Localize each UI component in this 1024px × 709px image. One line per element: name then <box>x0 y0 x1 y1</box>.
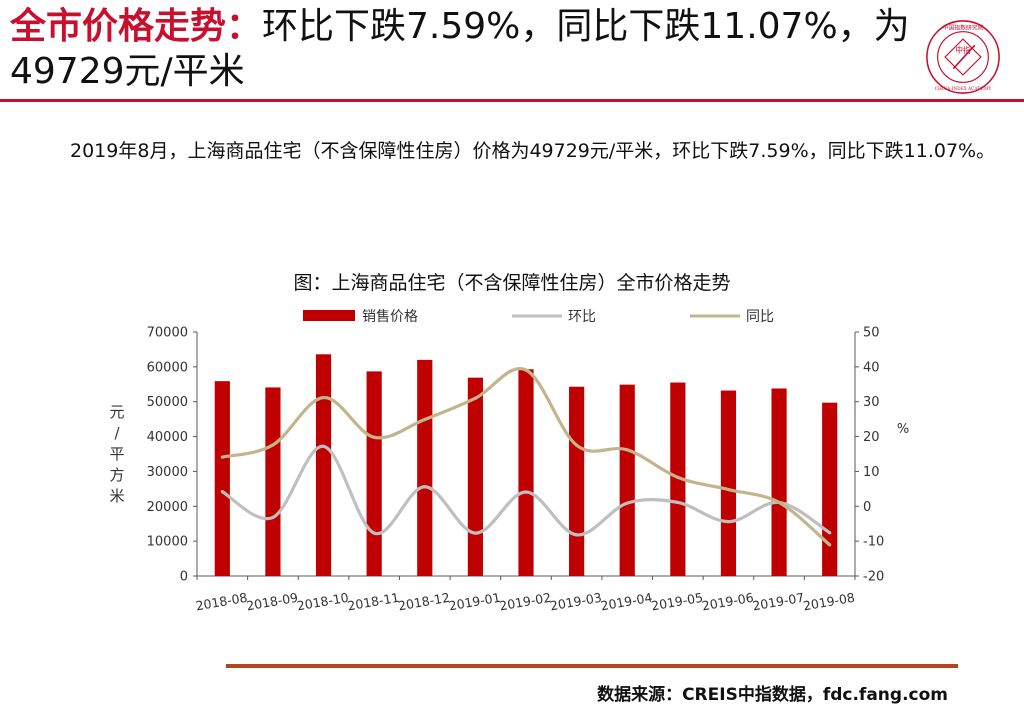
x-tick-label: 2018-12 <box>397 590 451 614</box>
x-tick-label: 2019-03 <box>549 590 603 614</box>
x-tick-label: 2019-04 <box>599 590 653 614</box>
x-tick-label: 2019-07 <box>751 590 805 614</box>
price-bar <box>315 354 332 576</box>
chart-title: 图：上海商品住宅（不含保障性住房）全市价格走势 <box>293 272 731 294</box>
price-bar <box>518 369 534 576</box>
yoy-point <box>524 368 528 372</box>
price-bar <box>569 386 585 576</box>
y2-axis-label: % <box>897 422 909 437</box>
left-tick-label: 50000 <box>147 395 188 410</box>
price-bar <box>366 371 382 576</box>
x-tick-label: 2019-06 <box>701 590 755 614</box>
left-tick-label: 60000 <box>147 360 188 375</box>
left-tick-label: 30000 <box>147 465 188 480</box>
yoy-point <box>220 455 224 459</box>
mom-point <box>625 501 629 505</box>
mom-line <box>221 444 831 537</box>
price-bar <box>265 387 281 576</box>
price-bar <box>214 381 230 576</box>
right-tick-label: 10 <box>863 465 880 480</box>
yoy-point <box>726 487 731 492</box>
yoy-point <box>676 475 680 479</box>
x-tick-label: 2019-05 <box>650 590 704 614</box>
legend-swatch-price <box>303 310 355 321</box>
right-tick-label: 50 <box>863 326 880 341</box>
price-bar <box>822 402 838 576</box>
price-bar <box>619 384 635 576</box>
data-source: 数据来源：CREIS中指数据，fdc.fang.com <box>597 685 948 705</box>
yoy-point <box>575 443 579 447</box>
right-tick-label: -20 <box>863 570 884 585</box>
right-tick-label: 40 <box>863 360 880 375</box>
price-bar <box>467 377 483 576</box>
x-tick-label: 2018-11 <box>346 590 400 614</box>
right-tick-label: 20 <box>863 430 880 445</box>
headline: 全市价格走势：环比下跌7.59%，同比下跌11.07%，为49729元/平米 <box>10 4 910 94</box>
left-tick-label: 20000 <box>147 500 188 515</box>
headline-lead: 全市价格走势： <box>10 6 263 47</box>
summary-paragraph: 2019年8月，上海商品住宅（不含保障性住房）价格为49729元/平米，环比下跌… <box>70 140 996 162</box>
yoy-point <box>473 396 477 400</box>
legend-label-mom: 环比 <box>568 309 596 325</box>
right-tick-label: -10 <box>863 535 884 550</box>
x-tick-label: 2019-02 <box>498 590 552 614</box>
yoy-point <box>828 543 832 547</box>
price-bar <box>720 390 737 576</box>
logo-cn-text: 中国指数研究院 <box>943 24 984 32</box>
mom-point <box>575 533 579 537</box>
y-axis-label-char: 方 <box>109 466 124 484</box>
x-tick-label: 2019-01 <box>448 590 502 614</box>
headline-rest: 环比下跌7.59%，同比下跌11.07%，为49729元/平米 <box>10 6 910 92</box>
logo-en-text: CHINA INDEX ACADEMY <box>935 87 992 92</box>
price-trend-chart: 0 10000 20000 30000 40000 50000 60000 70000 -20 -… <box>109 309 909 614</box>
price-bar <box>417 359 433 576</box>
mom-point <box>372 531 376 535</box>
mom-point <box>423 485 427 489</box>
yoy-point <box>321 395 326 400</box>
right-tick-label: 30 <box>863 395 880 410</box>
yoy-point <box>777 500 781 505</box>
x-tick-label: 2018-08 <box>195 590 249 614</box>
x-tick-label: 2018-10 <box>296 590 350 614</box>
legend-label-yoy: 同比 <box>746 309 774 325</box>
logo-center-text: 中指 <box>955 45 971 55</box>
yoy-point <box>271 443 275 447</box>
mom-point <box>220 490 224 494</box>
price-bar <box>771 388 787 576</box>
yoy-point <box>625 448 629 452</box>
yoy-point <box>423 417 427 422</box>
legend-label-price: 销售价格 <box>362 309 418 325</box>
mom-point <box>524 490 528 494</box>
mom-point <box>271 515 275 520</box>
y-axis-label-char: 元 <box>109 403 124 421</box>
mom-point <box>473 531 477 535</box>
left-tick-label: 10000 <box>147 535 188 550</box>
mom-point <box>726 520 731 524</box>
left-tick-label: 0 <box>180 570 188 585</box>
yoy-point <box>372 435 376 439</box>
china-index-academy-logo: 中指 中国指数研究院 CHINA INDEX ACADEMY <box>926 20 1000 94</box>
header-rule <box>0 99 1024 102</box>
y-axis-label-char: 米 <box>109 487 124 505</box>
mom-point <box>676 500 680 505</box>
mom-point <box>828 531 832 535</box>
left-tick-label: 40000 <box>147 430 188 445</box>
right-tick-label: 0 <box>863 500 871 515</box>
y-axis-label-char: / <box>114 424 120 442</box>
bottom-rule <box>226 664 958 668</box>
left-tick-label: 70000 <box>147 326 188 341</box>
x-tick-label: 2018-09 <box>245 590 299 614</box>
x-tick-label: 2019-08 <box>802 590 856 614</box>
y-axis-label-char: 平 <box>109 445 124 463</box>
mom-point <box>321 444 326 448</box>
price-bar <box>670 382 686 576</box>
